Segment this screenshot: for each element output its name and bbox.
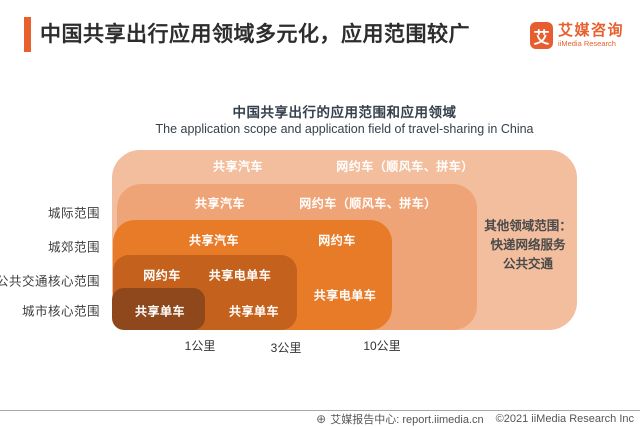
- other-fields-note: 其他领域范围： 快递网络服务 公共交通: [484, 217, 572, 274]
- service-label: 共享单车: [228, 304, 280, 319]
- x-tick-3km: 3公里: [270, 341, 302, 355]
- iimedia-logo: 艾 艾媒咨询 iiMedia Research: [530, 22, 624, 49]
- service-label: 共享电单车: [208, 268, 272, 283]
- page-title: 中国共享出行应用领域多元化，应用范围较广: [40, 23, 470, 46]
- chart-title: 中国共享出行的应用范围和应用领域: [232, 105, 457, 120]
- iimedia-logo-icon: 艾: [530, 22, 553, 49]
- service-label: 共享电单车: [313, 288, 377, 303]
- x-tick-10km: 10公里: [363, 339, 401, 353]
- other-fields-note-line: 其他领域范围：: [484, 219, 572, 233]
- logo-text: 艾媒咨询 iiMedia Research: [558, 22, 624, 48]
- other-fields-note-line: 快递网络服务: [490, 238, 566, 252]
- title-accent-bar: [24, 17, 31, 52]
- service-label: 共享汽车: [188, 233, 240, 248]
- footer-source: 艾媒报告中心: report.iimedia.cn: [330, 414, 484, 426]
- range-label-public-transit-core: 公共交通核心范围: [0, 274, 100, 289]
- ring-city-core-range: [112, 288, 205, 330]
- range-label-intercity: 城际范围: [47, 206, 100, 221]
- footer-divider: [0, 410, 640, 411]
- range-label-city-core: 城市核心范围: [21, 304, 100, 319]
- x-tick-1km: 1公里: [184, 339, 216, 353]
- service-label: 网约车: [143, 268, 181, 283]
- footer: ⊕ 艾媒报告中心: report.iimedia.cn ©2021 iiMedi…: [316, 412, 634, 426]
- chart-subtitle: The application scope and application fi…: [155, 122, 534, 136]
- range-label-suburban: 城郊范围: [47, 240, 100, 255]
- service-label: 共享汽车: [194, 196, 246, 211]
- other-fields-note-line: 公共交通: [502, 257, 554, 271]
- service-label: 网约车（顺风车、拼车）: [299, 196, 437, 211]
- service-label: 网约车: [318, 233, 356, 248]
- service-label: 共享单车: [134, 304, 186, 319]
- report-center-icon: ⊕: [316, 412, 327, 426]
- logo-name: 艾媒咨询: [558, 22, 625, 39]
- service-label: 共享汽车: [212, 159, 264, 174]
- logo-subtitle: iiMedia Research: [558, 39, 616, 48]
- footer-copyright: ©2021 iiMedia Research Inc: [495, 413, 634, 425]
- service-label: 网约车（顺风车、拼车）: [336, 159, 474, 174]
